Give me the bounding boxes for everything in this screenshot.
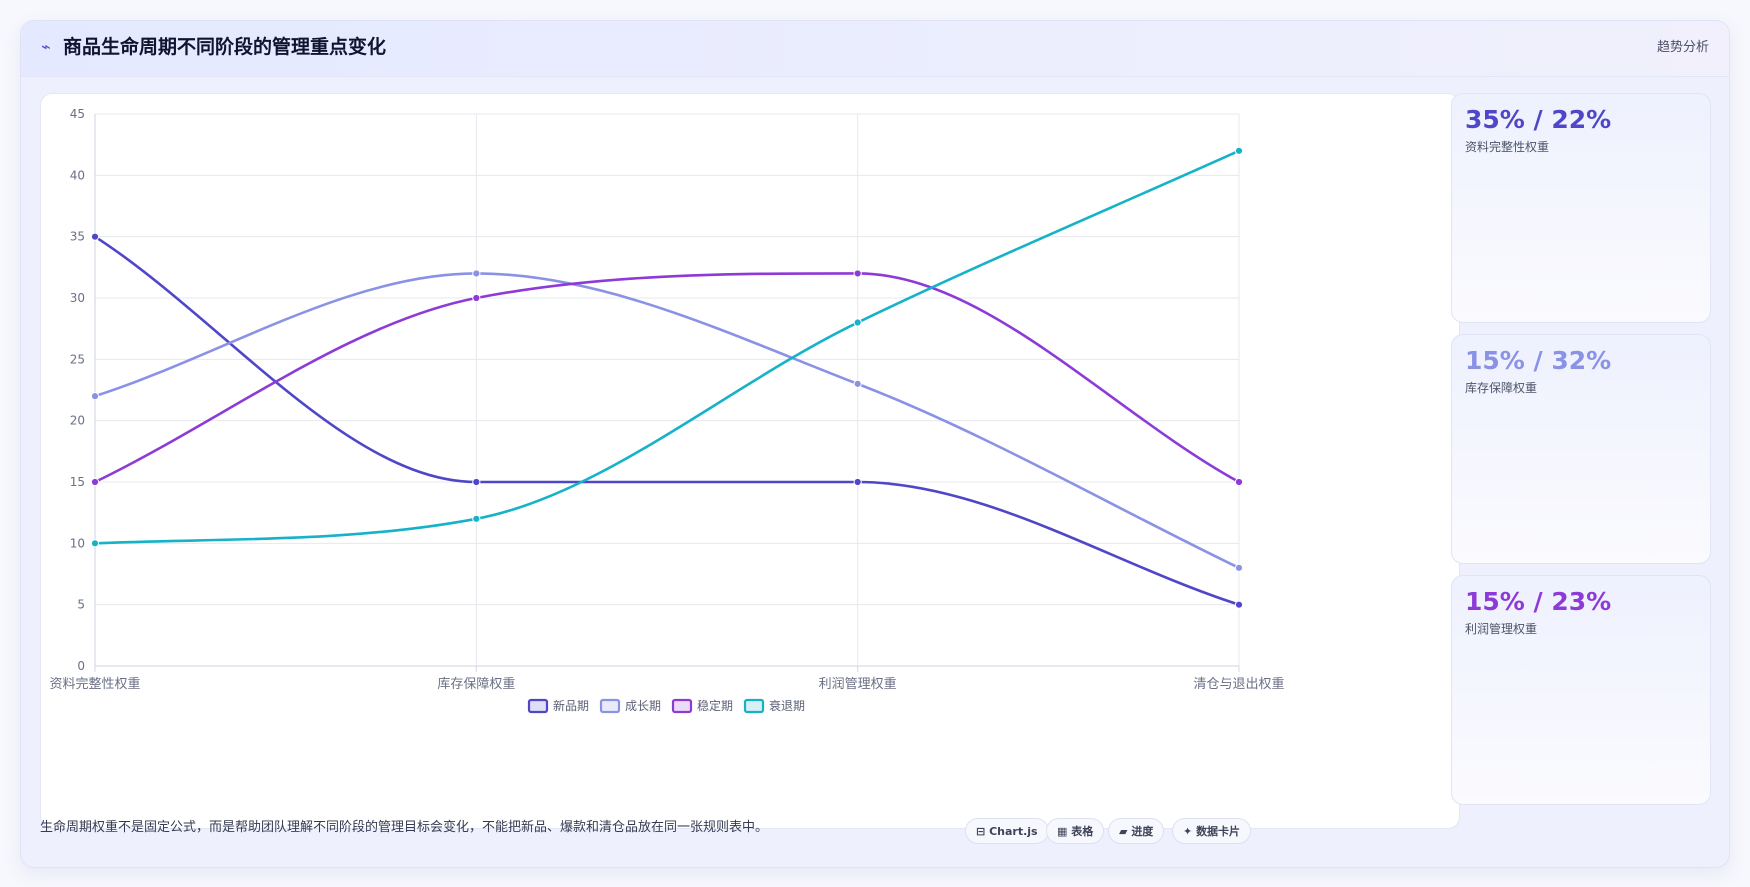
pill-label: Chart.js <box>989 825 1038 838</box>
stat-card-1: 35% / 22% 资料完整性权重 <box>1451 93 1711 323</box>
data-card-icon: ✦ <box>1183 825 1193 838</box>
legend-label: 衰退期 <box>769 698 805 713</box>
stat-label: 利润管理权重 <box>1465 622 1538 636</box>
legend-label: 成长期 <box>625 699 661 713</box>
table-icon: ▦ <box>1057 825 1068 838</box>
legend-swatch <box>599 698 621 714</box>
data-point <box>853 379 862 388</box>
data-point <box>90 477 100 487</box>
data-point <box>1234 146 1244 155</box>
y-tick-label: 15 <box>70 475 85 489</box>
trend-analysis-tag: 趋势分析 <box>1656 40 1709 55</box>
data-point <box>90 232 100 241</box>
legend-label: 稳定期 <box>697 698 733 713</box>
card-header: ⌁ 商品生命周期不同阶段的管理重点变化 趋势分析 <box>21 21 1729 77</box>
legend-swatch <box>527 698 549 714</box>
pill-label: 数据卡片 <box>1196 825 1241 838</box>
line-chart-panel: 0 5 10 15 20 25 30 35 40 45 资料完整性权重 库存保障权重 利润管理权重 清仓与… <box>40 93 1460 829</box>
data-point <box>472 514 481 523</box>
series-line-4 <box>93 149 1241 545</box>
pill-label: 表格 <box>1071 825 1094 838</box>
y-tick-label: 5 <box>77 598 85 612</box>
y-tick-label: 20 <box>70 414 85 428</box>
stat-value: 35% / 22% <box>1465 105 1612 134</box>
y-tick-label: 30 <box>70 291 85 305</box>
data-point <box>90 539 100 548</box>
data-point <box>472 269 481 278</box>
y-tick-label: 25 <box>70 352 85 366</box>
y-tick-label: 10 <box>70 536 85 550</box>
x-tick-label: 资料完整性权重 <box>49 676 140 692</box>
series-line-2 <box>93 272 1241 570</box>
data-point <box>1234 563 1244 572</box>
legend-label: 新品期 <box>553 698 589 713</box>
data-point <box>1234 600 1244 609</box>
chartjs-pill[interactable]: ⊟ Chart.js <box>965 818 1049 844</box>
series-line-3 <box>93 272 1241 484</box>
stat-label: 资料完整性权重 <box>1465 140 1550 154</box>
data-point <box>853 318 862 327</box>
x-tick-label: 库存保障权重 <box>437 676 515 692</box>
y-tick-label: 45 <box>70 107 85 121</box>
data-point <box>472 293 481 303</box>
data-point <box>853 477 862 487</box>
sparkline-icon: ⌁ <box>41 37 51 56</box>
stat-label: 库存保障权重 <box>1465 381 1538 395</box>
stat-card-3: 15% / 23% 利润管理权重 <box>1451 575 1711 805</box>
table-pill[interactable]: ▦ 表格 <box>1046 818 1105 844</box>
page-title: 商品生命周期不同阶段的管理重点变化 <box>63 36 387 58</box>
series-line-1 <box>93 235 1241 606</box>
dashboard-card: ⌁ 商品生命周期不同阶段的管理重点变化 趋势分析 0 5 10 15 20 25 30 35 4… <box>20 20 1730 868</box>
x-tick-label: 清仓与退出权重 <box>1193 676 1284 692</box>
progress-icon: ▰ <box>1119 825 1128 838</box>
y-tick-label: 0 <box>77 659 85 673</box>
data-card-pill[interactable]: ✦ 数据卡片 <box>1172 818 1252 844</box>
progress-pill[interactable]: ▰ 进度 <box>1108 818 1165 844</box>
footer-note: 生命周期权重不是固定公式，而是帮助团队理解不同阶段的管理目标会变化，不能把新品、… <box>40 820 769 835</box>
stat-value: 15% / 32% <box>1465 346 1612 375</box>
data-point <box>1234 477 1244 487</box>
x-tick-label: 利润管理权重 <box>819 676 897 692</box>
line-chart: 0 5 10 15 20 25 30 35 40 45 资料完整性权重 库存保障权重 利润管理权重 清仓与… <box>49 107 1285 714</box>
y-tick-label: 40 <box>70 168 85 182</box>
y-tick-label: 35 <box>70 230 85 244</box>
pill-label: 进度 <box>1131 825 1154 838</box>
data-point <box>853 269 862 278</box>
data-point <box>90 392 100 401</box>
legend-swatch <box>671 698 693 714</box>
stat-card-2: 15% / 32% 库存保障权重 <box>1451 334 1711 564</box>
legend-swatch <box>743 698 765 714</box>
chart-icon: ⊟ <box>976 825 986 838</box>
stat-value: 15% / 23% <box>1465 587 1612 616</box>
data-point <box>472 477 481 487</box>
